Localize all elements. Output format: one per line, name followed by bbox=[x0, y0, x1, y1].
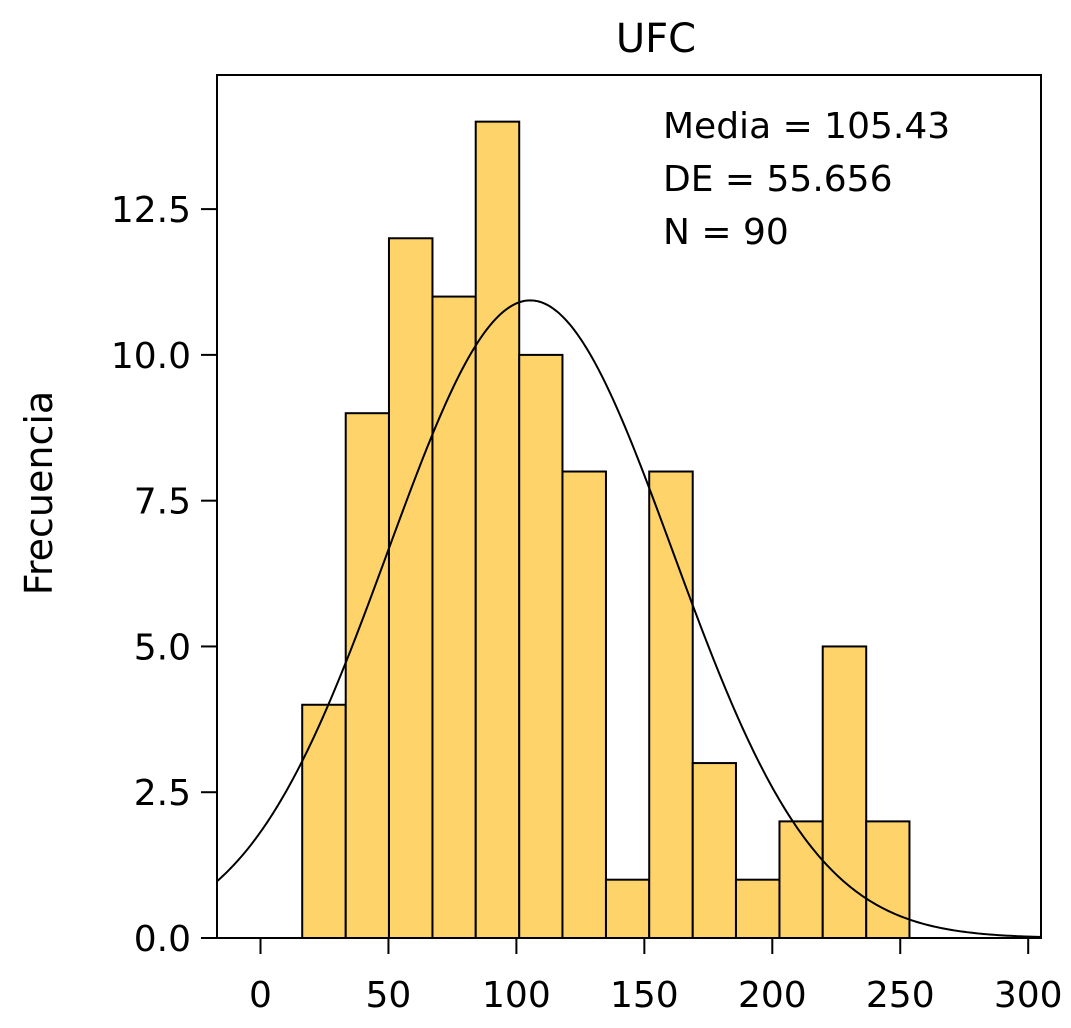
x-tick-label: 300 bbox=[994, 975, 1063, 1016]
x-tick-label: 50 bbox=[366, 975, 412, 1016]
mean-annotation: Media = 105.43 bbox=[663, 106, 950, 147]
x-tick-label: 100 bbox=[482, 975, 551, 1016]
y-tick-label: 2.5 bbox=[134, 773, 191, 814]
histogram-bar bbox=[604, 878, 651, 940]
histogram-bar bbox=[734, 878, 781, 940]
histogram-bar bbox=[778, 820, 824, 940]
chart-title: UFC bbox=[616, 16, 696, 62]
histogram-bar bbox=[518, 353, 564, 939]
x-tick-label: 200 bbox=[738, 975, 807, 1016]
x-tick-label: 250 bbox=[866, 975, 935, 1016]
histogram-bar bbox=[344, 412, 390, 939]
histogram-bar bbox=[648, 470, 694, 939]
x-axis: 0 50 100 150 200 250 300 bbox=[249, 938, 1063, 1016]
y-tick-label: 12.5 bbox=[111, 190, 191, 231]
normal-curve bbox=[216, 299, 1042, 938]
histogram-bar bbox=[561, 470, 607, 939]
x-tick-label: 0 bbox=[249, 975, 272, 1016]
x-tick-label: 150 bbox=[610, 975, 679, 1016]
y-tick-label: 7.5 bbox=[134, 482, 191, 523]
histogram-bar bbox=[301, 703, 347, 940]
histogram-bar bbox=[821, 645, 868, 939]
y-tick-label: 10.0 bbox=[111, 336, 191, 377]
histogram-bar bbox=[691, 762, 737, 939]
y-tick-label: 0.0 bbox=[134, 919, 191, 960]
histogram-bar bbox=[865, 820, 911, 940]
sd-annotation: DE = 55.656 bbox=[663, 159, 892, 200]
n-annotation: N = 90 bbox=[663, 212, 789, 253]
bars-layer bbox=[301, 120, 911, 940]
y-tick-label: 5.0 bbox=[134, 627, 191, 668]
y-axis: 0.0 2.5 5.0 7.5 10.0 12.5 bbox=[111, 190, 217, 960]
plot-frame bbox=[216, 74, 1042, 939]
y-axis-label: Frecuencia bbox=[17, 391, 61, 595]
histogram-bar bbox=[387, 237, 434, 939]
histogram-bar bbox=[431, 295, 477, 939]
histogram-bar bbox=[474, 120, 521, 939]
